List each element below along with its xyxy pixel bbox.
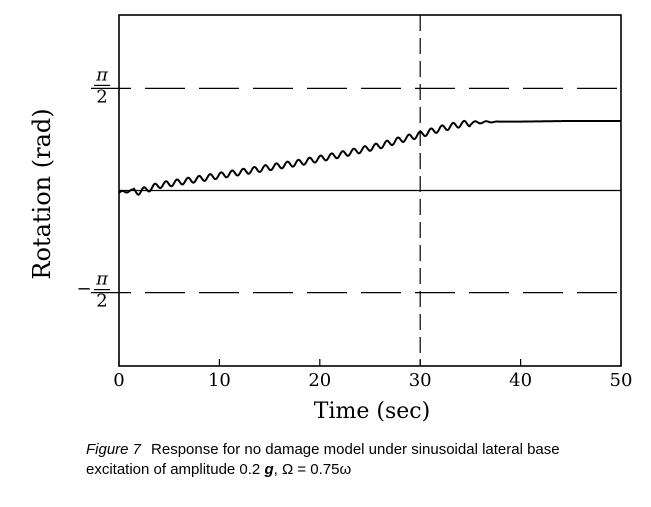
caption-omega: , Ω = 0.75ω [273,461,352,478]
x-axis-label: Time (sec) [314,399,430,424]
x-tick-label: 0 [113,370,124,391]
x-tick-label: 10 [208,370,231,391]
caption-g-symbol: g [264,461,274,478]
caption-text: Response for no damage model under sinus… [86,441,560,478]
y-tick-denominator: 2 [96,86,107,107]
y-tick-numerator: π [95,64,109,85]
x-tick-label: 30 [409,370,432,391]
figure-caption: Figure 7 Response for no damage model und… [86,440,626,480]
x-tick-label: 40 [509,370,532,391]
y-tick-numerator: π [95,269,109,290]
y-axis-label: Rotation (rad) [28,108,56,279]
series-line [118,119,621,196]
y-tick-sign: − [76,279,91,300]
y-tick-denominator: 2 [96,291,107,312]
caption-label: Figure 7 [86,441,142,458]
x-tick-label: 20 [308,370,331,391]
x-tick-label: 50 [610,370,633,391]
